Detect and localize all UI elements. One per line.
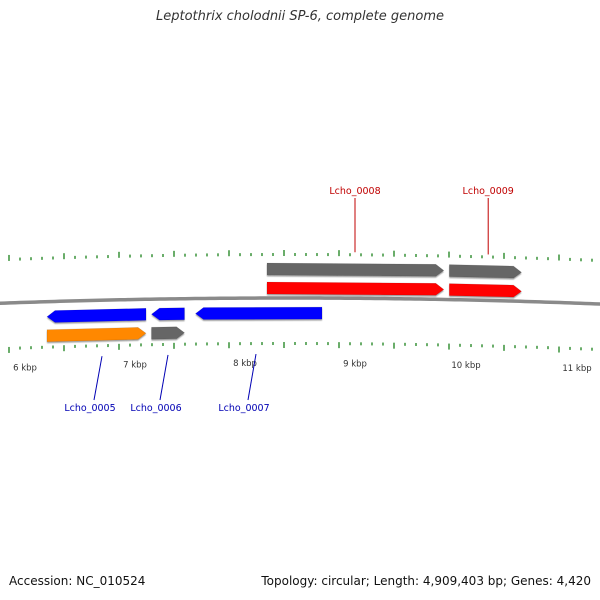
genome-backbone [0, 296, 600, 306]
kbp-tick-label: 11 kbp [562, 364, 591, 374]
kbp-tick-label: 10 kbp [451, 361, 480, 371]
gene-leader-line [159, 354, 169, 401]
gene-leader-line [93, 356, 103, 401]
kbp-tick-label: 9 kbp [343, 359, 367, 369]
gene-feature-arrow [448, 283, 523, 298]
gene-feature-arrow [151, 326, 186, 340]
gene-label: Lcho_0005 [64, 403, 115, 414]
gene-label: Lcho_0007 [218, 403, 269, 414]
kbp-tick-label: 8 kbp [233, 359, 257, 369]
gene-labels: Lcho_0004Lcho_0008Lcho_0009Lcho_0005Lcho… [64, 186, 514, 414]
gene-label: Lcho_0008 [329, 186, 380, 197]
gene-feature-arrow [194, 306, 323, 320]
gene-label: Lcho_0009 [463, 186, 514, 197]
gene-feature-arrow [46, 327, 147, 343]
gene-feature-arrow [448, 264, 523, 279]
kbp-tick-label: 6 kbp [13, 363, 37, 373]
accession-text: Accession: NC_010524 [9, 574, 146, 588]
tick-marks-outer [8, 250, 593, 262]
gene-feature-arrow [150, 307, 185, 321]
tick-marks-inner [8, 342, 593, 353]
gene-feature-arrow [266, 281, 445, 296]
map-title: Leptothrix cholodnii SP-6, complete geno… [156, 9, 444, 24]
kbp-tick-label: 7 kbp [123, 361, 147, 371]
genome-summary: Topology: circular; Length: 4,909,403 bp… [261, 574, 591, 588]
gene-feature-arrow [46, 307, 147, 323]
gene-leader-line [247, 353, 257, 401]
feature-tracks [46, 262, 523, 343]
gene-label: Lcho_0006 [130, 403, 181, 414]
gene-feature-arrow [266, 262, 445, 277]
